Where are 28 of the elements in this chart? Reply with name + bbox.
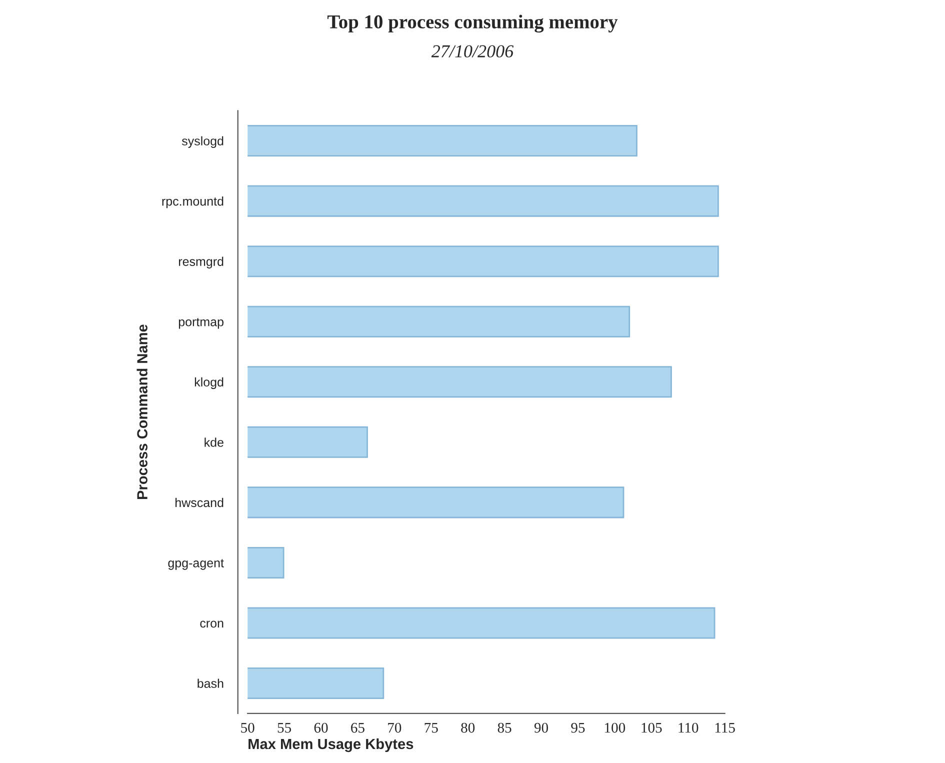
x-tick-label: 50 (241, 722, 254, 733)
x-tick-label: 75 (424, 723, 438, 733)
x-tick-label: 100 (605, 722, 626, 733)
y-tick-label: gpg-agent (168, 559, 224, 570)
x-tick-label: 115 (715, 722, 735, 733)
y-tick-label: kde (204, 438, 224, 447)
chart-title: Top 10 process consuming memory (327, 14, 618, 33)
x-tick-label: 90 (534, 722, 548, 733)
x-tick-label: 110 (678, 722, 698, 733)
chart-subtitle: 27/10/2006 (431, 45, 514, 58)
y-tick-label: resmgrd (178, 256, 224, 268)
y-tick-label: cron (200, 620, 224, 628)
y-axis-title: Process Command Name (136, 324, 148, 499)
y-tick-label: syslogd (182, 136, 224, 148)
y-tick-label: klogd (194, 377, 224, 390)
y-tick-label: rpc.mountd (162, 196, 224, 208)
x-tick-label: 60 (314, 722, 328, 733)
x-axis-title: Max Mem Usage Kbytes (248, 738, 414, 752)
x-tick-label: 85 (498, 722, 512, 733)
y-tick-label: bash (198, 678, 224, 688)
x-tick-label: 80 (461, 722, 475, 733)
x-tick-label: 95 (571, 722, 585, 733)
x-tick-label: 55 (278, 723, 292, 733)
x-tick-label: 65 (351, 722, 364, 733)
x-tick-label: 105 (642, 722, 662, 733)
y-tick-label: portmap (178, 318, 224, 329)
x-tick-label: 70 (388, 722, 402, 733)
y-tick-label: hwscand (176, 498, 224, 508)
